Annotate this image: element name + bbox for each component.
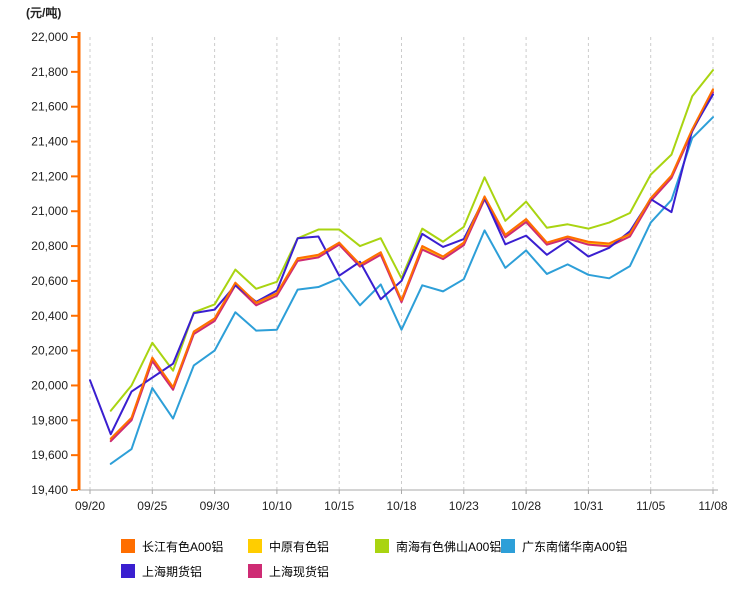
legend-label-shanghai_spot: 上海现货铝 xyxy=(269,564,330,579)
legend-swatch-shanghai_spot xyxy=(248,564,262,578)
legend-swatch-guangdong xyxy=(501,539,515,553)
x-tick-label: 09/30 xyxy=(200,499,230,513)
x-tick-label: 11/08 xyxy=(698,499,727,513)
y-tick-label: 20,600 xyxy=(31,274,68,288)
y-tick-label: 20,200 xyxy=(31,344,68,358)
x-tick-label: 09/25 xyxy=(137,499,167,513)
y-tick-label: 20,400 xyxy=(31,309,68,323)
x-tick-label: 10/23 xyxy=(449,499,479,513)
y-tick-label: 21,200 xyxy=(31,169,68,183)
x-axis: 09/20 09/25 09/30 10/10 10/15 10/18 10/23 10/28… xyxy=(75,489,728,513)
series-lines xyxy=(89,69,714,465)
x-tick-label: 11/05 xyxy=(636,499,665,513)
legend-label-changjiang: 长江有色A00铝 xyxy=(142,539,224,554)
series-line-zhongyuan xyxy=(109,89,714,441)
series-line-shanghai_spot xyxy=(109,91,714,443)
legend-item-zhongyuan: 中原有色铝 xyxy=(248,538,329,554)
y-tick-label: 21,000 xyxy=(31,204,68,218)
y-tick-label: 21,800 xyxy=(31,65,68,79)
legend-label-nanhai: 南海有色佛山A00铝 xyxy=(396,539,502,554)
y-tick-label: 21,400 xyxy=(31,135,68,149)
legend-swatch-shanghai_futures xyxy=(121,564,135,578)
y-tick-label: 19,600 xyxy=(31,448,68,462)
y-tick-label: 19,400 xyxy=(31,483,68,497)
series-line-guangdong xyxy=(109,116,714,465)
legend-label-shanghai_futures: 上海期货铝 xyxy=(142,564,203,579)
legend-item-changjiang: 长江有色A00铝 xyxy=(121,538,223,554)
legend-label-zhongyuan: 中原有色铝 xyxy=(269,539,330,554)
series-line-changjiang xyxy=(109,88,714,440)
x-tick-label: 10/10 xyxy=(262,499,292,513)
gridlines xyxy=(89,37,714,490)
legend-item-guangdong: 广东南储华南A00铝 xyxy=(501,538,627,554)
x-tick-label: 09/20 xyxy=(75,499,105,513)
y-tick-label: 19,800 xyxy=(31,413,68,427)
y-tick-label: 20,800 xyxy=(31,239,68,253)
y-tick-label: 21,600 xyxy=(31,100,68,114)
y-axis: 22,000 21,800 21,600 21,400 21,200 21,000 20,8… xyxy=(31,30,81,497)
y-tick-label: 20,000 xyxy=(31,378,68,392)
legend-item-shanghai_futures: 上海期货铝 xyxy=(121,563,202,579)
legend-swatch-nanhai xyxy=(375,539,389,553)
legend-swatch-changjiang xyxy=(121,539,135,553)
legend-swatch-zhongyuan xyxy=(248,539,262,553)
x-tick-label: 10/18 xyxy=(386,499,416,513)
legend-label-guangdong: 广东南储华南A00铝 xyxy=(522,539,628,554)
y-axis-unit-label: (元/吨) xyxy=(26,6,62,20)
series-line-shanghai_futures xyxy=(89,93,714,436)
legend-item-shanghai_spot: 上海现货铝 xyxy=(248,563,329,579)
x-tick-label: 10/28 xyxy=(511,499,541,513)
x-tick-label: 10/31 xyxy=(573,499,603,513)
x-tick-label: 10/15 xyxy=(324,499,354,513)
legend-item-nanhai: 南海有色佛山A00铝 xyxy=(375,538,501,554)
series-line-nanhai xyxy=(109,69,714,412)
y-tick-label: 22,000 xyxy=(31,30,68,44)
